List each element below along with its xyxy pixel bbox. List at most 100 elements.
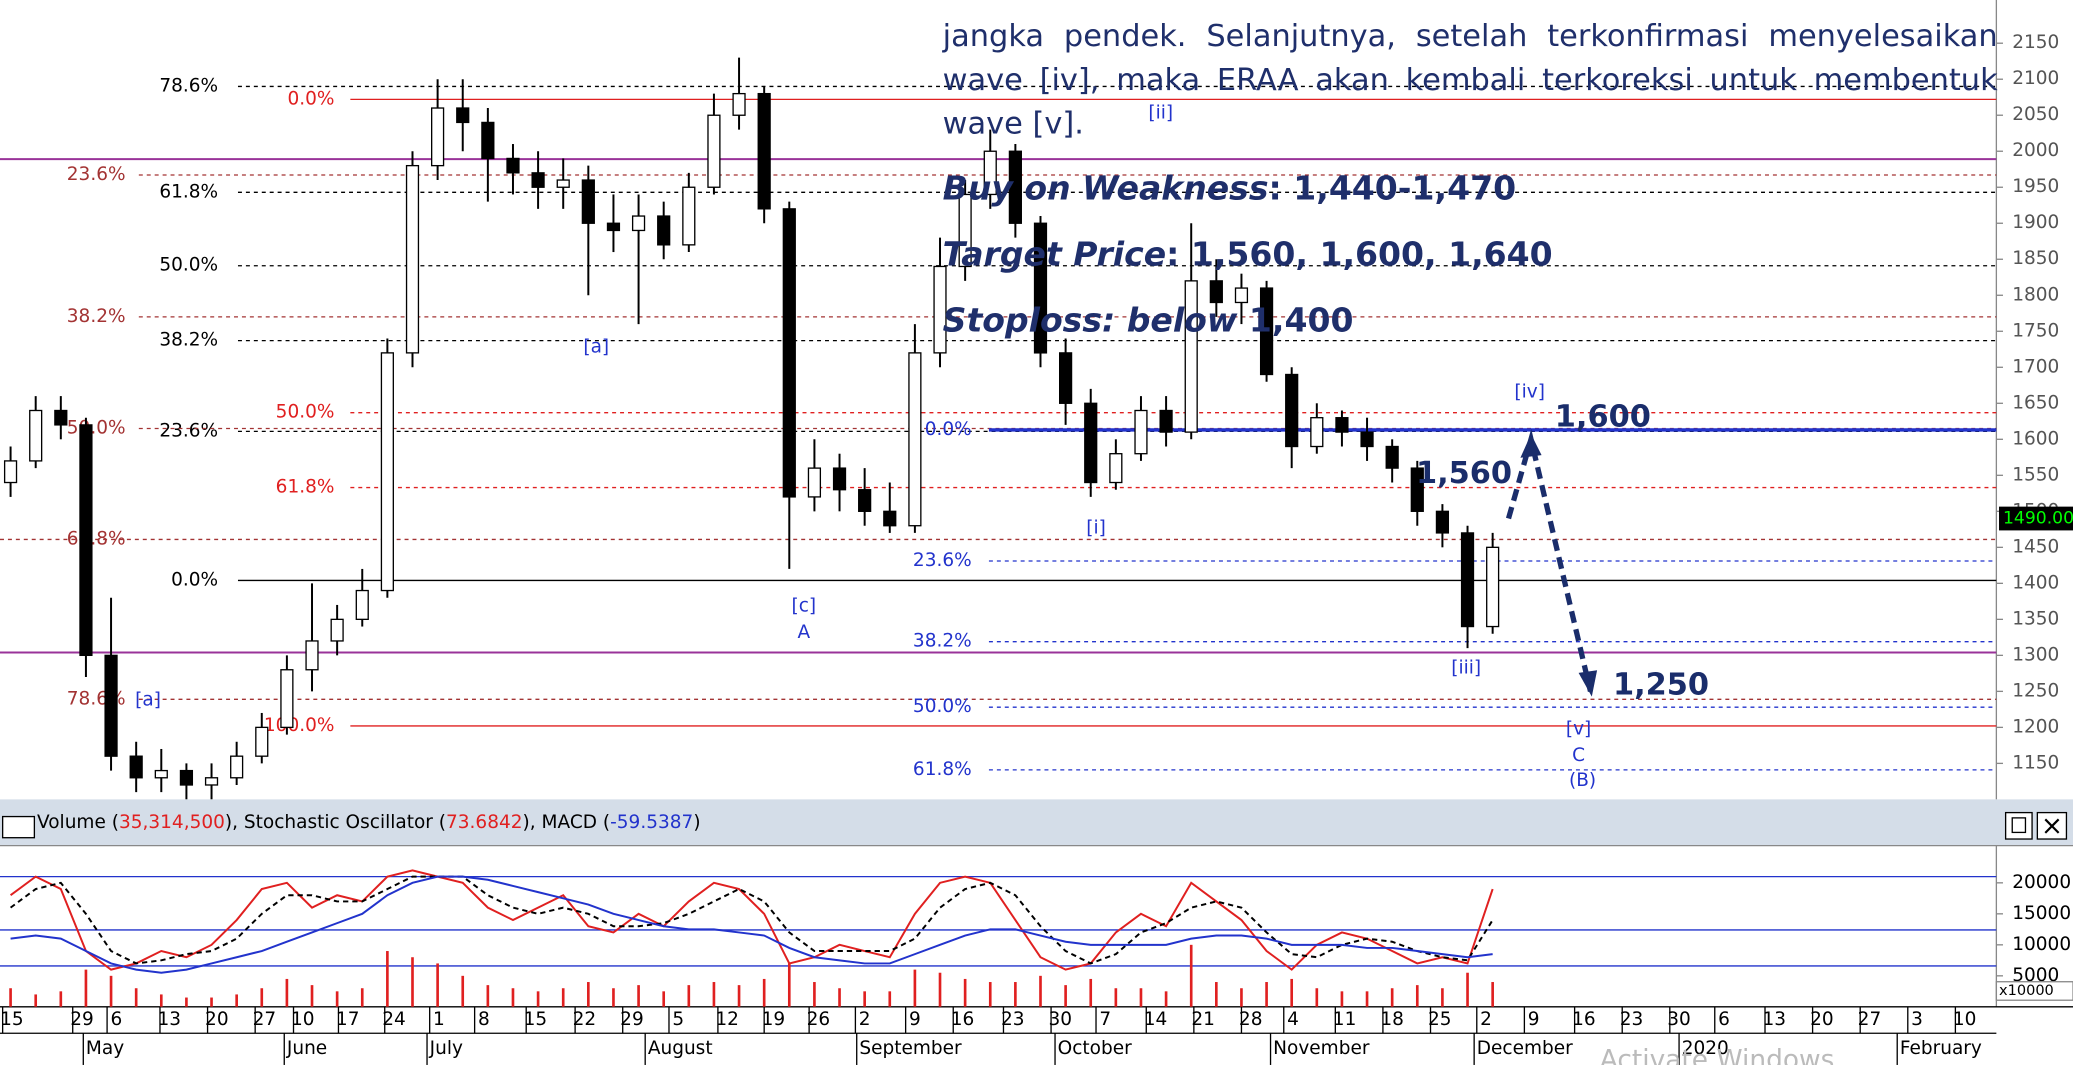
volume-bar (637, 985, 640, 1007)
y-tick-label: 1300 (2012, 644, 2059, 665)
x-day-label: 9 (1528, 1009, 1540, 1030)
volume-bar (134, 988, 138, 1007)
maximize-button[interactable] (2004, 811, 2033, 840)
y-tick-label: 20000 (2012, 872, 2071, 893)
candle-body (631, 215, 646, 232)
fib-label: 0.0% (925, 419, 972, 440)
volume-bar (260, 988, 264, 1007)
x-day-label: 28 (1239, 1009, 1263, 1030)
candle-body (1360, 431, 1374, 448)
x-day-label: 9 (909, 1009, 921, 1030)
close-button[interactable] (2036, 811, 2068, 840)
volume-bar (1390, 988, 1394, 1007)
x-day-label: 16 (951, 1009, 975, 1030)
candle-body (1234, 287, 1249, 304)
title-part: ), MACD ( (523, 812, 611, 833)
volume-bar (1466, 972, 1469, 1007)
volume-bar (1039, 975, 1042, 1007)
candle-body (807, 467, 822, 498)
fib-label: 61.8% (67, 528, 126, 549)
y-tick-label: 1250 (2012, 680, 2059, 701)
indicator-line (9, 869, 1494, 971)
fib-label: 50.0% (67, 418, 126, 439)
y-tick-label: 2050 (2012, 104, 2059, 125)
scale-box (1995, 981, 2073, 1001)
x-day-label: 11 (1333, 1009, 1357, 1030)
target-label: 1,250 (1613, 668, 1709, 703)
target-line: Target Price: 1,560, 1,600, 1,640 (943, 235, 1553, 273)
panel-header (0, 799, 2073, 846)
candle-body (1109, 453, 1123, 484)
volume-bar (34, 994, 38, 1007)
volume-bar (1164, 991, 1168, 1007)
volume-bar (561, 988, 565, 1007)
wave-label: (B) (1569, 770, 1596, 791)
fib-label: 50.0% (276, 402, 335, 423)
candle-body (204, 777, 219, 786)
x-month-label: June (286, 1038, 327, 1059)
x-month-label: December (1477, 1038, 1573, 1059)
x-month-label: August (648, 1038, 713, 1059)
candle-body (1033, 222, 1048, 354)
volume-bar (335, 991, 339, 1007)
x-day-label: 15 (0, 1009, 24, 1030)
wave-label: [ii] (1148, 103, 1173, 124)
buy-line: Buy on Weakness: 1,440-1,470 (943, 169, 1516, 207)
y-tick-label: 1550 (2012, 464, 2059, 485)
fib-label: 0.0% (287, 88, 334, 109)
x-day-label: 15 (524, 1009, 548, 1030)
wave-label: [iii] (1451, 658, 1481, 679)
volume-bar (938, 972, 942, 1007)
x-month-label: July (429, 1038, 463, 1059)
candle-body (858, 489, 872, 512)
candle-body (506, 157, 520, 174)
wave-label: [c] (792, 595, 817, 616)
volume-bar (787, 963, 791, 1007)
fib-label: 38.2% (67, 306, 126, 327)
x-day-label: 17 (336, 1009, 360, 1030)
candle-body (1385, 445, 1399, 469)
volume-bar (712, 982, 716, 1007)
x-day-label: 20 (1810, 1009, 1834, 1030)
arrow-head (1520, 434, 1542, 458)
candle-body (481, 121, 495, 160)
volume-bar (1189, 944, 1193, 1007)
x-day-label: 6 (110, 1009, 122, 1030)
candle-body (230, 755, 244, 779)
candle-body (1486, 546, 1500, 628)
title-part: 35,314,500 (119, 812, 225, 833)
x-day-label: 29 (70, 1009, 94, 1030)
y-tick-label: 10000 (2012, 934, 2071, 955)
x-day-label: 10 (291, 1009, 315, 1030)
fib-label: 0.0% (171, 569, 218, 590)
y-tick-label: 1800 (2012, 284, 2059, 305)
x-day-label: 13 (1762, 1009, 1786, 1030)
title-part: Volume ( (37, 812, 119, 833)
x-day-label: 27 (1858, 1009, 1882, 1030)
volume-bar (1014, 982, 1017, 1007)
candle-body (1310, 417, 1324, 448)
wave-label: A (798, 622, 811, 643)
analysis-text: jangka pendek. Selanjutnya, setelah terk… (942, 19, 1998, 142)
volume-bar (863, 991, 866, 1007)
candle-body (707, 114, 721, 188)
title-part: ), Stochastic Oscillator ( (225, 812, 446, 833)
candle-body (456, 107, 470, 124)
candle-body (556, 179, 570, 188)
x-day-label: 29 (620, 1009, 644, 1030)
x-day-label: 26 (807, 1009, 831, 1030)
x-day-label: 30 (1049, 1009, 1073, 1030)
candle-body (883, 510, 897, 527)
volume-bar (511, 988, 515, 1007)
candle-body (330, 618, 344, 642)
y-tick-label: 2100 (2012, 68, 2059, 89)
volume-bar (109, 975, 113, 1007)
volume-bar (587, 982, 590, 1007)
volume-bar (813, 982, 816, 1007)
title-part: 73.6842 (446, 812, 523, 833)
candle-body (380, 352, 394, 592)
fib-label: 50.0% (159, 255, 218, 276)
volume-bar (1441, 988, 1444, 1007)
volume-bar (1089, 978, 1093, 1007)
candle-body (1410, 467, 1424, 512)
